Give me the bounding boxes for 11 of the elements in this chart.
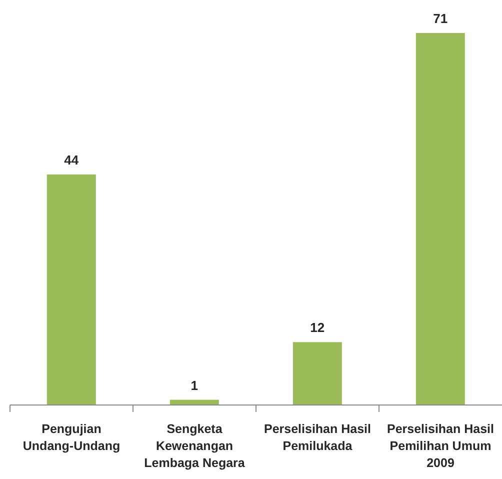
data-label: 1 <box>190 378 198 393</box>
bar <box>46 174 96 405</box>
data-label: 12 <box>310 320 325 336</box>
bar <box>292 342 342 405</box>
bar <box>416 33 465 405</box>
x-tick-label: Perselisihan Hasil Pemilihan Umum 2009 <box>386 422 494 470</box>
data-label: 44 <box>64 152 80 168</box>
x-tick-label: Perselisihan Hasil Pemilukada <box>264 422 372 453</box>
x-tick-label: Sengketa Kewenangan Lembaga Negara <box>144 422 246 470</box>
data-label: 71 <box>433 11 448 26</box>
x-tick-label: Pengujian Undang-Undang <box>22 422 120 453</box>
